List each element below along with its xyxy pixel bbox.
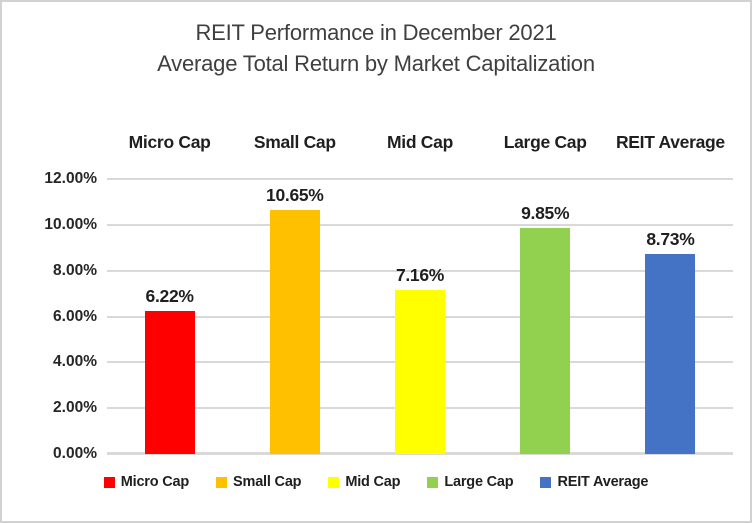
y-tick-label: 10.00% (44, 215, 97, 233)
legend-label: REIT Average (557, 474, 649, 490)
chart-title: REIT Performance in December 2021 (195, 20, 557, 45)
plot-area: 6.22% 10.65% 7.16% 9.85% 8.73% (107, 178, 733, 455)
bar-value-label: 6.22% (145, 286, 194, 307)
category-label: Small Cap (253, 132, 336, 152)
y-tick-label: 2.00% (53, 399, 97, 417)
bar-value-label: 8.73% (646, 228, 695, 249)
y-tick-label: 6.00% (53, 307, 97, 325)
bar-value-label: 10.65% (266, 184, 324, 205)
bar-micro-cap (144, 311, 195, 454)
y-tick-label: 4.00% (53, 353, 97, 371)
bar-large-cap (520, 228, 571, 454)
legend-swatch-icon (216, 476, 228, 488)
legend: Micro Cap Small Cap Mid Cap Large Cap REIT A… (2, 474, 750, 490)
legend-swatch-icon (328, 476, 340, 488)
chart-title-block: REIT Performance in December 2021 Averag… (2, 17, 750, 79)
y-tick-label: 0.00% (53, 445, 97, 462)
legend-item: Small Cap (216, 474, 302, 490)
gridline (107, 269, 733, 272)
bar-reit-average (645, 253, 696, 454)
category-label: Mid Cap (387, 132, 453, 152)
legend-label: Large Cap (444, 474, 514, 490)
category-labels-row: Micro Cap Small Cap Mid Cap Large Cap REIT A… (107, 132, 733, 158)
category-label: Micro Cap (128, 132, 211, 152)
legend-label: Micro Cap (120, 474, 190, 490)
legend-item: REIT Average (540, 474, 648, 490)
legend-item: Micro Cap (103, 474, 190, 490)
gridline (107, 223, 733, 226)
bar-value-label: 7.16% (395, 264, 445, 285)
legend-swatch-icon (540, 476, 552, 488)
category-label: Large Cap (503, 132, 587, 152)
bar-small-cap (269, 209, 320, 454)
legend-label: Mid Cap (345, 474, 401, 490)
legend-item: Mid Cap (328, 474, 401, 490)
legend-label: Small Cap (233, 474, 302, 490)
y-tick-label: 8.00% (53, 261, 97, 279)
category-label: REIT Average (615, 132, 725, 152)
y-tick-label: 12.00% (44, 170, 97, 187)
legend-swatch-icon (427, 476, 439, 488)
gridline (107, 178, 733, 180)
y-axis-tick-labels: 0.00% 2.00% 4.00% 6.00% 8.00% 10.00% 12.00% (2, 170, 97, 462)
chart-subtitle: Average Total Return by Market Capitaliz… (157, 51, 595, 76)
bar-value-label: 9.85% (521, 203, 570, 224)
legend-swatch-icon (103, 476, 115, 488)
legend-item: Large Cap (427, 474, 514, 490)
bar-mid-cap (395, 289, 445, 454)
